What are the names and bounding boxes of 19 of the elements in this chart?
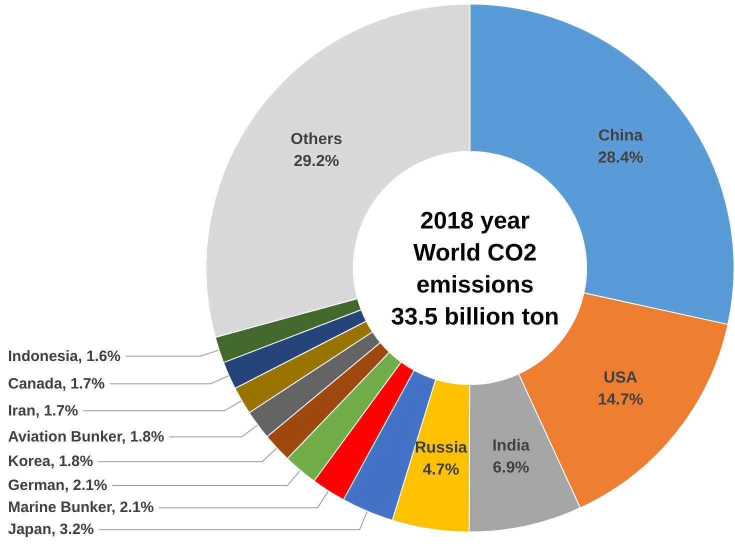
- slice-label: Canada, 1.7%: [8, 375, 105, 392]
- slice-label: India: [492, 437, 530, 454]
- slice-label: Iran, 1.7%: [8, 402, 78, 420]
- slice-label: Marine Bunker, 2.1%: [8, 499, 154, 516]
- slice-label: Aviation Bunker, 1.8%: [8, 428, 164, 446]
- slice-label: Korea, 1.8%: [8, 453, 94, 470]
- data-label: 29.2%: [294, 153, 340, 170]
- slice-label: USA: [604, 370, 638, 387]
- data-label: 28.4%: [598, 149, 644, 166]
- data-label: 4.7%: [422, 462, 460, 479]
- slice-label: Russia: [414, 440, 468, 457]
- slice-label: Indonesia, 1.6%: [8, 348, 121, 365]
- slice-label: German, 2.1%: [8, 477, 108, 494]
- slice-label: Others: [290, 131, 342, 148]
- data-label: 14.7%: [598, 392, 644, 409]
- data-label: 6.9%: [492, 459, 530, 476]
- slice-label: Japan, 3.2%: [8, 521, 94, 538]
- text: 2018 year World CO2 emissions 33.5 billion ton: [390, 208, 560, 330]
- slice-label: China: [598, 127, 643, 144]
